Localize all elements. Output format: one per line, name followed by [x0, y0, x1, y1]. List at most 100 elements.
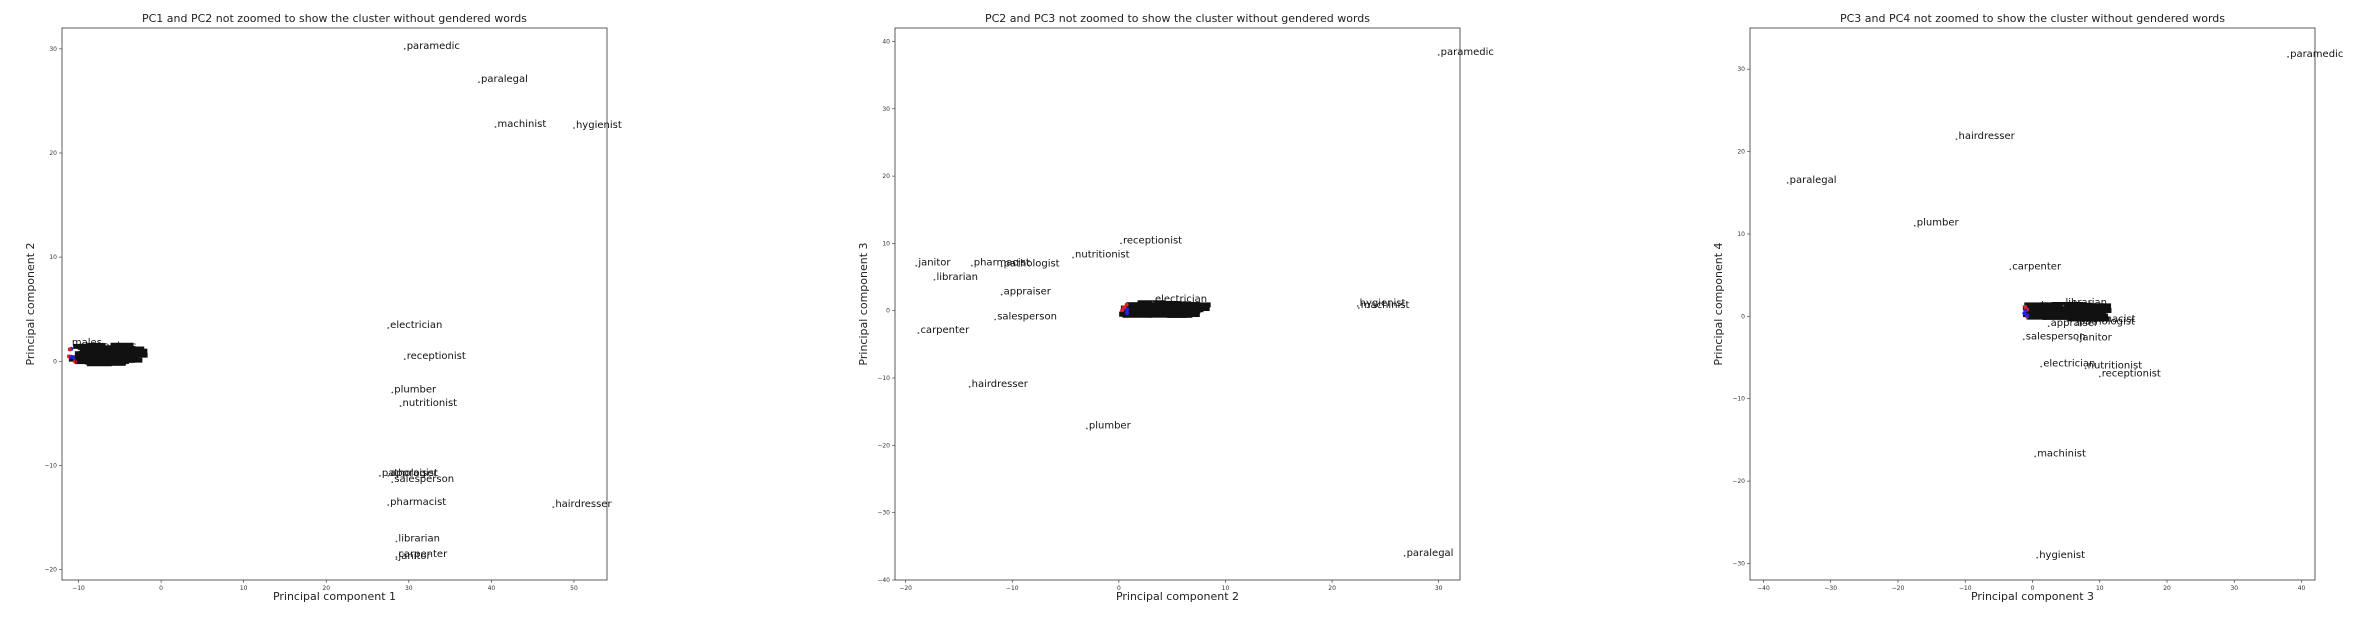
point-label: appraiser [390, 468, 438, 479]
data-point [2075, 323, 2078, 326]
y-tick-label: 20 [49, 150, 57, 157]
point-label: janitor [397, 551, 431, 562]
point-label: janitor [917, 258, 951, 269]
point-label: plumber [1917, 218, 1960, 229]
point-label: pharmacist [390, 497, 446, 508]
cluster-word [1120, 305, 1151, 311]
cluster-word [117, 349, 140, 355]
point-label: pathologist [382, 468, 438, 479]
cluster-word [86, 353, 109, 359]
cluster-label: males [72, 338, 102, 349]
point-label: paralegal [1407, 548, 1454, 559]
data-point [970, 264, 973, 267]
x-axis-label: Principal component 3 [1971, 590, 2094, 603]
point-label: receptionist [2102, 369, 2161, 380]
data-point [1403, 554, 1406, 557]
y-axis-label: Principal component 2 [24, 242, 37, 365]
cluster-label: housekeeper [74, 354, 139, 365]
y-tick-label: 20 [1737, 149, 1745, 156]
plot-frame [61, 27, 608, 581]
cluster-word [2079, 305, 2108, 311]
y-tick-label: −30 [877, 510, 890, 517]
data-point [1357, 307, 1360, 309]
y-tick-label: 10 [49, 254, 57, 261]
point-label: paralegal [481, 74, 528, 85]
data-point [2098, 375, 2101, 378]
x-tick-label: 20 [322, 585, 330, 592]
y-tick-label: −10 [1732, 396, 1745, 403]
point-label: carpenter [920, 325, 970, 336]
data-point [387, 327, 390, 329]
chart-panel-1: PC1 and PC2 not zoomed to show the clust… [24, 12, 622, 603]
data-point [994, 318, 997, 321]
data-point [2062, 304, 2065, 307]
x-tick-label: 20 [1328, 585, 1336, 592]
data-point [1000, 293, 1003, 296]
cluster-word [1138, 311, 1159, 317]
cluster-word [2022, 312, 2046, 318]
point-label: electrician [2043, 359, 2095, 370]
data-point [2040, 365, 2043, 368]
y-tick-label: −10 [877, 375, 890, 382]
cluster-word [1149, 307, 1179, 313]
cluster-word [1176, 312, 1200, 318]
cluster-dot [1124, 302, 1129, 307]
point-label: hairdresser [972, 379, 1029, 390]
cluster-dot [1121, 305, 1126, 310]
x-tick-label: 30 [405, 585, 413, 592]
point-label: nutritionist [1075, 250, 1130, 261]
point-label: librarian [398, 533, 440, 544]
y-tick-label: −20 [44, 567, 57, 574]
y-tick-label: −20 [1732, 478, 1745, 485]
cluster-word [73, 343, 89, 349]
data-point [387, 474, 390, 477]
x-axis-label: Principal component 1 [273, 590, 396, 603]
data-point [2034, 455, 2037, 458]
cluster-word [1149, 311, 1174, 317]
data-point [403, 358, 406, 361]
y-tick-label: 40 [882, 38, 890, 45]
point-label: appraiser [1004, 287, 1052, 298]
data-point [1437, 54, 1440, 56]
data-point [379, 474, 381, 477]
point-label: librarian [2065, 298, 2107, 309]
data-point [395, 556, 398, 558]
data-point [2076, 339, 2079, 342]
cluster-dot [73, 359, 78, 364]
data-point [1085, 427, 1088, 430]
point-label: appraiser [2051, 318, 2099, 329]
y-axis-label: Principal component 3 [857, 242, 870, 365]
x-tick-label: 0 [1117, 585, 1121, 592]
point-label: paramedic [2290, 49, 2343, 60]
data-point [478, 81, 480, 84]
point-label: hairdresser [1958, 131, 2015, 142]
x-tick-label: −20 [899, 585, 912, 592]
data-point [494, 126, 497, 128]
x-axis-label: Principal component 2 [1116, 590, 1239, 603]
y-tick-label: 0 [53, 358, 57, 365]
data-point [1955, 138, 1958, 141]
y-tick-label: 30 [882, 106, 890, 113]
point-label: salesperson [2026, 331, 2086, 342]
data-point [2084, 367, 2087, 370]
data-point [2009, 268, 2012, 271]
cluster-dot [69, 354, 74, 359]
data-point [1072, 256, 1074, 259]
x-tick-label: 0 [2031, 585, 2035, 592]
y-tick-label: −40 [877, 577, 890, 584]
cluster-word [2073, 315, 2100, 321]
y-tick-label: −20 [877, 442, 890, 449]
data-point [573, 127, 575, 129]
y-axis-label: Principal component 4 [1712, 242, 1725, 365]
cluster-label: mother [1130, 308, 1167, 319]
chart-title: PC3 and PC4 not zoomed to show the clust… [1840, 12, 2225, 25]
data-point [395, 558, 398, 561]
cluster-word [99, 345, 120, 351]
x-tick-label: 30 [2230, 585, 2238, 592]
data-point [917, 332, 920, 334]
point-label: pathologist [2079, 317, 2135, 328]
cluster-word [1168, 308, 1201, 314]
data-point [915, 264, 918, 267]
x-tick-label: −10 [1006, 585, 1019, 592]
